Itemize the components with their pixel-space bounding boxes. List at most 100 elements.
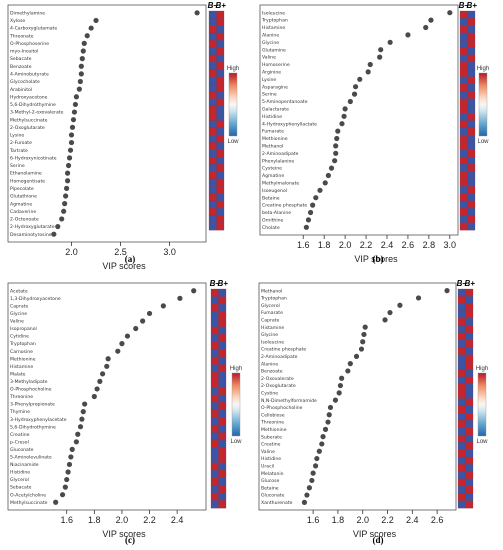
- heatmap-cell: [210, 288, 219, 297]
- heatmap-cell: [218, 492, 227, 501]
- heatmap-cell: [467, 193, 476, 202]
- vip-point: [336, 390, 342, 396]
- vip-point: [93, 17, 99, 24]
- heatmap-cell: [208, 149, 217, 158]
- metabolite-label: Histidine: [10, 470, 30, 476]
- heatmap-cell: [465, 354, 474, 363]
- heatmap-cell: [459, 54, 468, 63]
- heatmap-cell: [216, 222, 225, 231]
- heatmap-cell: [216, 54, 225, 63]
- metabolite-label: Creatine: [10, 432, 30, 438]
- vip-point: [73, 94, 80, 100]
- vip-point: [62, 201, 68, 207]
- vip-point: [82, 401, 88, 407]
- x-tick-label: 2.4: [406, 515, 419, 525]
- heatmap-cell: [467, 222, 476, 231]
- heatmap-cell: [457, 339, 466, 348]
- heatmap-cell: [465, 500, 474, 509]
- chart-panel-1: Dimethylamine Xylose 4-CarboxyglutamateThr…: [7, 1, 239, 271]
- metabolite-label: Fumarate: [261, 310, 283, 316]
- vip-point: [66, 461, 73, 468]
- heatmap-cell: [467, 171, 476, 180]
- vip-point: [303, 224, 309, 230]
- vip-point: [319, 441, 325, 447]
- vip-point: [387, 309, 393, 316]
- x-tick-label: 2.2: [360, 240, 373, 250]
- vip-point: [347, 98, 353, 105]
- heatmap-cell: [457, 420, 466, 429]
- metabolite-label: Fumarate: [262, 129, 284, 135]
- heatmap-cell: [218, 303, 227, 312]
- heatmap-cell: [208, 91, 217, 99]
- vip-point: [339, 121, 345, 127]
- metabolite-label: Histamine: [262, 25, 285, 31]
- metabolite-label: 2-Oxovalerate: [261, 376, 294, 382]
- heatmap-cell: [208, 186, 217, 194]
- metabolite-label: Homoserine: [262, 62, 290, 68]
- heatmap-cell: [208, 83, 217, 92]
- heatmap-header-b-minus: B–: [208, 1, 219, 10]
- metabolite-label: N,N-Dimethylformamide: [261, 398, 317, 404]
- heatmap-cell: [465, 369, 474, 377]
- vip-point: [65, 162, 72, 169]
- heatmap-cell: [210, 371, 219, 380]
- metabolite-label: Agmatine: [262, 173, 284, 179]
- metabolite-label: Creatine: [261, 442, 281, 448]
- heatmap-cell: [467, 142, 476, 151]
- heatmap-cell: [467, 47, 476, 56]
- metabolite-label: 2-Hydroxyglutarate: [10, 224, 55, 230]
- vip-point: [361, 331, 367, 338]
- heatmap-cell: [467, 10, 476, 19]
- metabolite-label: Agmatine: [10, 201, 32, 207]
- metabolite-label: 6-Hydroxynicotinate: [10, 155, 57, 161]
- heatmap-cell: [459, 91, 468, 99]
- metabolite-label: Threonate: [9, 33, 34, 39]
- heatmap-cell: [465, 442, 474, 450]
- heatmap-cell: [216, 178, 225, 187]
- heatmap-cell: [216, 10, 225, 19]
- heatmap-cell: [218, 371, 227, 380]
- heatmap-cell: [467, 91, 476, 99]
- heatmap-cell: [465, 347, 474, 356]
- metabolite-label: Tartrate: [9, 148, 28, 154]
- heatmap-cell: [457, 296, 466, 304]
- heatmap-cell: [465, 376, 474, 385]
- heatmap-cell: [457, 369, 466, 377]
- vip-point: [306, 485, 312, 491]
- metabolite-label: Methanol: [262, 144, 283, 150]
- vip-point: [64, 170, 71, 176]
- x-tick-label: 1.8: [332, 515, 345, 525]
- vip-point: [328, 165, 335, 171]
- metabolite-label: Creatine phosphate: [261, 347, 306, 353]
- heatmap-cell: [210, 462, 219, 471]
- vip-point: [77, 424, 84, 430]
- heatmap-cell: [457, 500, 466, 509]
- heatmap-cell: [218, 485, 227, 494]
- x-tick-label: 3.0: [163, 247, 176, 257]
- metabolite-label: beta-Alanine: [262, 210, 291, 216]
- heatmap-cell: [218, 402, 227, 411]
- heatmap-cell: [216, 156, 225, 165]
- metabolite-label: Cysteine: [262, 166, 282, 172]
- heatmap-cell: [457, 318, 466, 326]
- heatmap-cell: [467, 127, 476, 136]
- color-legend-bar: [231, 372, 241, 437]
- heatmap-cell: [465, 427, 474, 436]
- heatmap-cell: [457, 383, 466, 392]
- heatmap-cell: [208, 120, 217, 129]
- metabolite-label: Histamine: [10, 364, 33, 370]
- heatmap-cell: [457, 405, 466, 414]
- metabolite-label: Suberate: [261, 434, 282, 440]
- heatmap-header-b-plus: B+: [464, 279, 475, 288]
- heatmap-cell: [459, 193, 468, 202]
- vip-point: [387, 39, 393, 45]
- legend-low-label: Low: [476, 439, 488, 445]
- heatmap-cell: [467, 149, 476, 158]
- heatmap-cell: [467, 40, 476, 48]
- vip-point: [347, 361, 353, 367]
- heatmap-cell: [457, 434, 466, 443]
- heatmap-cell: [467, 54, 476, 63]
- heatmap-cell: [465, 398, 474, 407]
